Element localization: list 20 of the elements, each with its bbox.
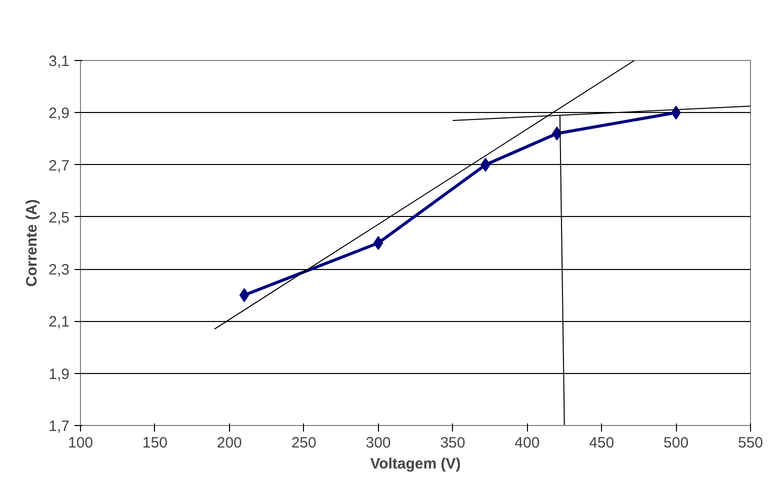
- y-tick-label: 1,7: [48, 418, 70, 435]
- y-tick-label: 1,9: [48, 366, 70, 383]
- x-axis-title: Voltagem (V): [370, 456, 461, 472]
- x-tick-label: 200: [216, 434, 242, 452]
- x-tick-label: 400: [514, 434, 540, 452]
- x-tick-label: 550: [738, 434, 764, 452]
- y-tick-label: 3,1: [48, 53, 70, 70]
- y-tick-label: 2,5: [48, 209, 70, 226]
- x-tick-label: 100: [68, 434, 94, 452]
- y-axis-title: Corrente (A): [24, 199, 41, 287]
- x-tick-label: 350: [440, 434, 466, 452]
- x-tick-label: 300: [366, 434, 391, 452]
- y-tick-label: 2,1: [48, 314, 70, 331]
- x-tick-label: 450: [589, 434, 614, 452]
- x-tick-label: 250: [291, 434, 316, 452]
- x-tick-label: 150: [142, 434, 168, 452]
- y-tick-label: 2,3: [48, 262, 70, 279]
- x-tick-label: 500: [664, 434, 689, 452]
- y-tick-label: 2,9: [48, 105, 70, 122]
- y-tick-label: 2,7: [48, 157, 70, 174]
